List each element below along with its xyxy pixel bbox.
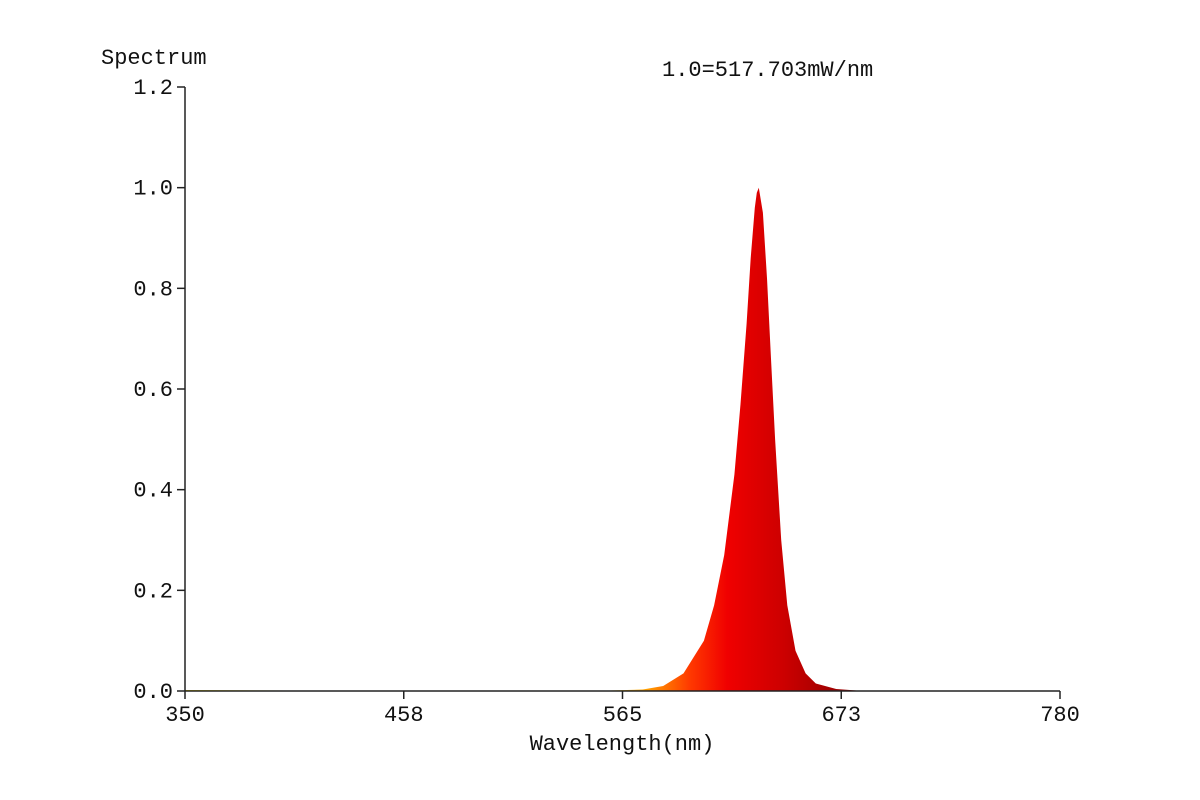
- x-axis-ticks: 350 458 565 673 780: [165, 691, 1080, 728]
- y-axis-ticks: 0.0 0.2 0.4 0.6 0.8 1.0 1.2: [133, 76, 185, 705]
- y-tick-label: 0.6: [133, 378, 173, 403]
- y-tick-label: 1.2: [133, 76, 173, 101]
- y-tick-label: 0.4: [133, 479, 173, 504]
- y-tick-label: 0.2: [133, 579, 173, 604]
- y-tick-label: 0.0: [133, 680, 173, 705]
- x-tick-label: 350: [165, 703, 205, 728]
- chart-title: Spectrum: [101, 46, 207, 71]
- x-tick-label: 673: [821, 703, 861, 728]
- x-tick-label: 780: [1040, 703, 1080, 728]
- y-tick-label: 0.8: [133, 277, 173, 302]
- x-tick-label: 458: [384, 703, 424, 728]
- x-tick-label: 565: [603, 703, 643, 728]
- unit-annotation: 1.0=517.703mW/nm: [662, 58, 873, 83]
- y-tick-label: 1.0: [133, 177, 173, 202]
- x-axis-label: Wavelength(nm): [530, 732, 715, 757]
- spectrum-area: [185, 187, 1060, 691]
